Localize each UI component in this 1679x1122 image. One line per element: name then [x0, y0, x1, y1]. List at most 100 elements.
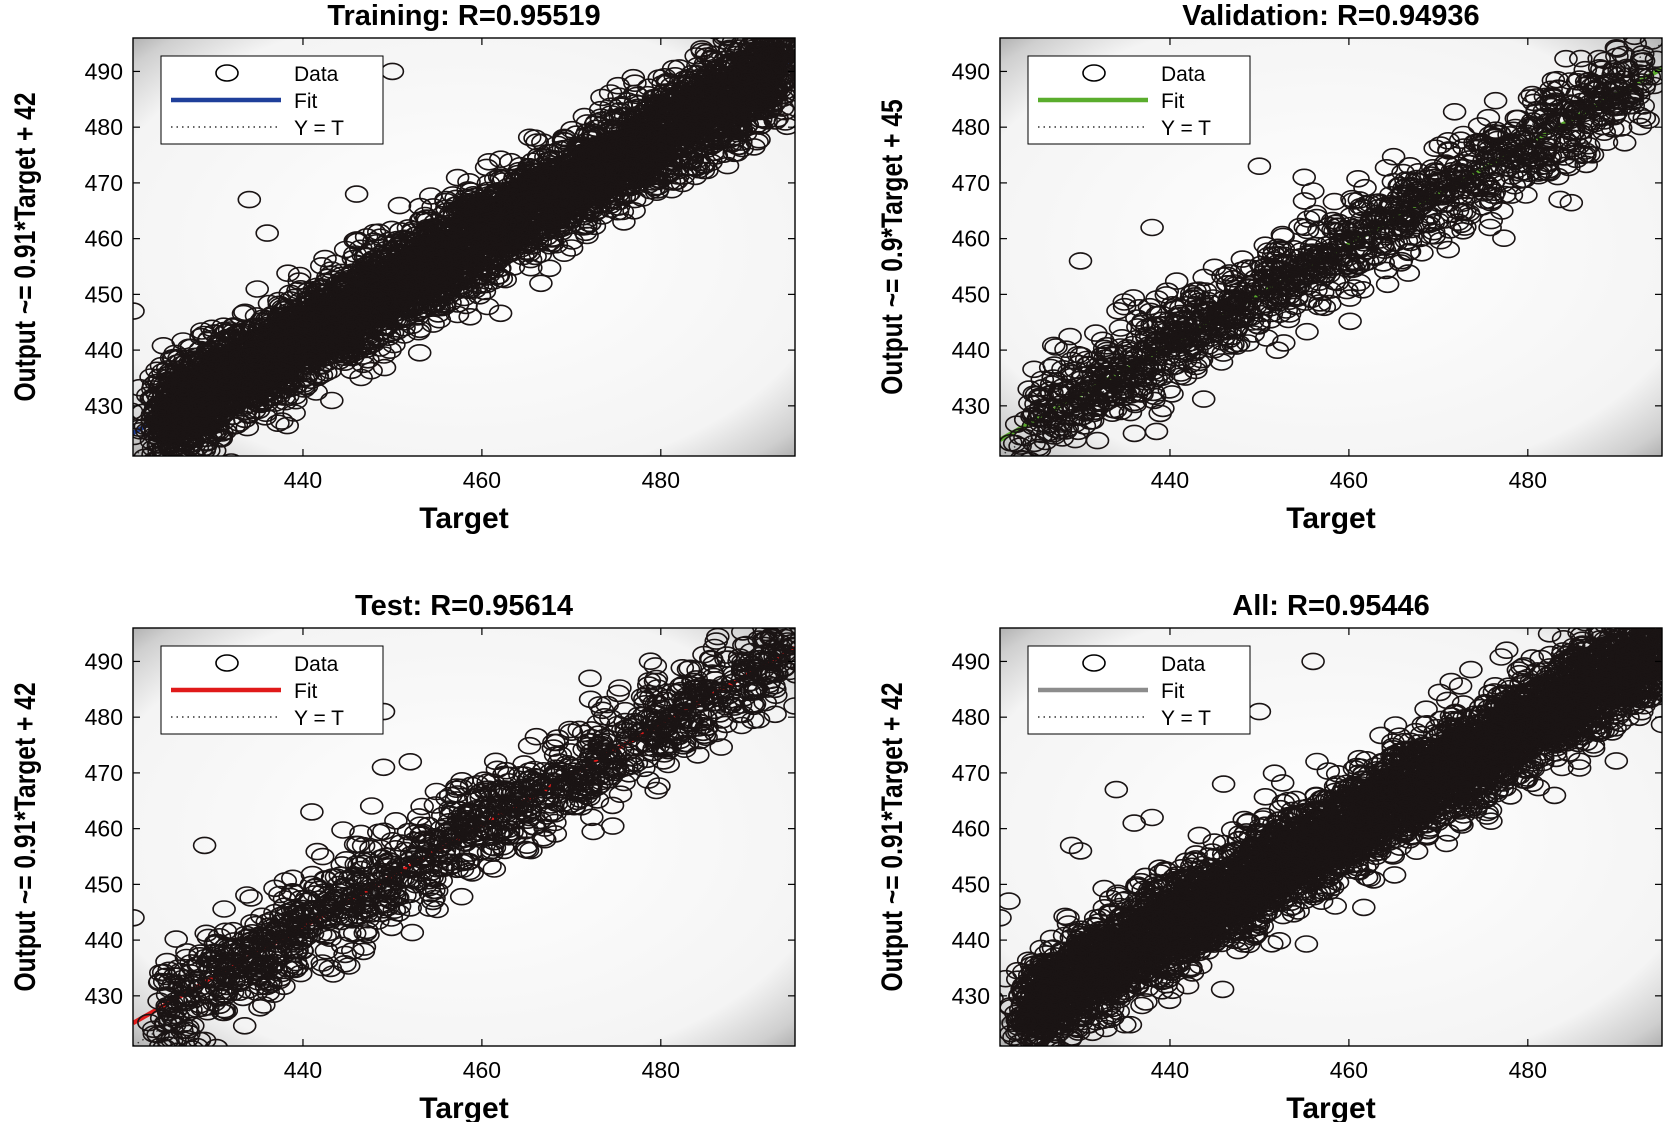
- data-point: [673, 81, 698, 100]
- chart-panel-1: 440 460 480430440450460470480490Training: …: [8, 0, 818, 535]
- data-point: [410, 211, 434, 229]
- data-point: [521, 152, 545, 170]
- data-point: [759, 15, 781, 31]
- data-point: [133, 378, 152, 397]
- data-point: [769, 11, 791, 27]
- data-point: [235, 418, 260, 437]
- data-point: [501, 173, 526, 191]
- data-point: [750, 38, 771, 43]
- data-point: [188, 463, 210, 479]
- data-point: [783, 56, 795, 74]
- data-point: [483, 170, 508, 188]
- data-point: [517, 128, 542, 147]
- data-point: [475, 263, 500, 282]
- data-point: [651, 74, 675, 93]
- data-point: [282, 404, 306, 422]
- data-point: [388, 222, 413, 240]
- data-point: [775, 71, 795, 90]
- data-point: [275, 416, 300, 435]
- data-point: [287, 266, 312, 285]
- data-point: [152, 482, 174, 498]
- data-point: [651, 145, 676, 163]
- data-point: [264, 320, 289, 339]
- data-point: [151, 463, 173, 479]
- data-point: [135, 422, 159, 441]
- data-point: [319, 391, 344, 410]
- data-point: [267, 295, 292, 314]
- data-point: [715, 156, 740, 175]
- data-point: [563, 181, 587, 200]
- data-point: [413, 257, 438, 276]
- data-point: [215, 349, 240, 368]
- data-point: [692, 104, 716, 122]
- data-point: [796, 70, 818, 86]
- data-point: [514, 242, 539, 260]
- data-point: [368, 323, 393, 341]
- data-point: [500, 236, 525, 254]
- data-point: [404, 246, 429, 265]
- data-point: [395, 282, 420, 300]
- data-point: [686, 160, 711, 179]
- data-point: [245, 280, 270, 298]
- data-point: [525, 133, 550, 151]
- data-point: [147, 406, 172, 425]
- data-point: [794, 38, 795, 39]
- data-point: [752, 38, 761, 39]
- data-point: [518, 258, 543, 277]
- data-point: [133, 422, 153, 440]
- data-point: [387, 196, 412, 215]
- data-point: [549, 223, 573, 241]
- data-point: [791, 51, 795, 65]
- data-point: [715, 38, 739, 46]
- data-point: [772, 18, 794, 34]
- data-point: [609, 95, 634, 114]
- data-point: [254, 404, 278, 423]
- data-point: [414, 209, 439, 227]
- data-point: [445, 305, 470, 324]
- data-point: [623, 74, 647, 92]
- data-point: [692, 156, 716, 175]
- data-point: [599, 97, 624, 115]
- data-point: [158, 461, 180, 477]
- data-point: [637, 78, 661, 96]
- data-point: [287, 306, 312, 324]
- data-point: [667, 59, 692, 77]
- data-point: [294, 368, 318, 387]
- data-point: [207, 429, 232, 448]
- data-point: [607, 87, 631, 105]
- data-point: [491, 243, 515, 261]
- data-point: [721, 78, 746, 96]
- data-point: [488, 304, 513, 323]
- data-point: [415, 218, 440, 237]
- data-point: [779, 73, 795, 92]
- data-point: [653, 167, 678, 186]
- data-point: [537, 221, 561, 239]
- data-point: [617, 122, 642, 141]
- data-point: [407, 343, 432, 362]
- data-point: [369, 309, 394, 328]
- data-point: [226, 324, 251, 343]
- data-point: [306, 283, 331, 302]
- data-point: [560, 209, 585, 227]
- data-point: [455, 249, 480, 268]
- data-point: [708, 38, 722, 40]
- data-point: [266, 414, 290, 433]
- data-point: [677, 68, 701, 87]
- data-point: [152, 440, 176, 456]
- data-point: [385, 322, 409, 341]
- data-point: [372, 358, 397, 377]
- data-point: [755, 73, 779, 91]
- data-point: [656, 101, 680, 119]
- data-point: [487, 217, 512, 235]
- data-point: [529, 274, 553, 293]
- data-point: [758, 21, 780, 37]
- data-point: [674, 148, 698, 166]
- data-point: [174, 452, 195, 456]
- data-point: [583, 203, 608, 221]
- data-point: [754, 38, 771, 41]
- data-point: [309, 366, 334, 384]
- data-point: [682, 158, 707, 176]
- data-point: [341, 249, 366, 268]
- data-point: [362, 232, 386, 250]
